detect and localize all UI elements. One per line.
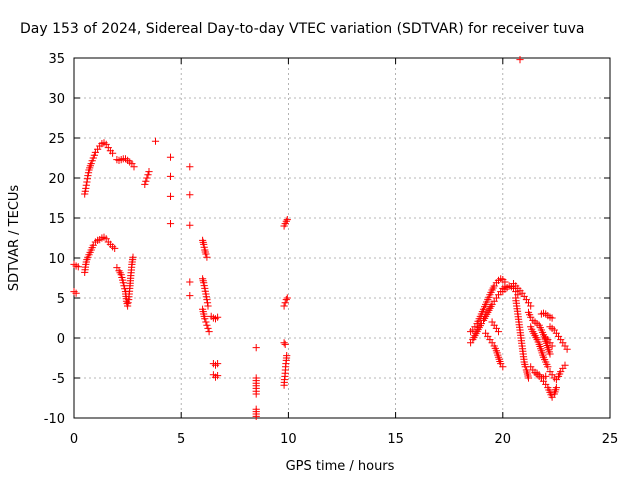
data-point bbox=[214, 372, 222, 380]
data-point bbox=[166, 153, 175, 161]
x-axis-label: GPS time / hours bbox=[286, 459, 395, 474]
data-point bbox=[202, 318, 210, 326]
y-tick-label: -10 bbox=[44, 412, 65, 427]
data-point bbox=[542, 372, 550, 380]
data-point bbox=[186, 292, 194, 300]
x-tick-label: 25 bbox=[602, 432, 619, 447]
y-axis-label: SDTVAR / TECUs bbox=[7, 185, 22, 292]
data-point bbox=[124, 302, 132, 310]
data-point bbox=[186, 221, 194, 229]
data-point bbox=[494, 328, 503, 336]
data-point bbox=[252, 412, 260, 420]
y-tick-label: 10 bbox=[48, 252, 65, 267]
data-point bbox=[129, 253, 137, 261]
data-point bbox=[552, 384, 560, 392]
data-point bbox=[546, 350, 554, 358]
data-point bbox=[82, 181, 90, 189]
data-point bbox=[124, 299, 132, 307]
data-point bbox=[203, 253, 211, 261]
data-point bbox=[203, 321, 211, 329]
x-tick-label: 15 bbox=[387, 432, 404, 447]
data-point bbox=[252, 344, 260, 352]
data-points bbox=[70, 56, 571, 420]
y-tick-label: 30 bbox=[48, 92, 65, 107]
data-point bbox=[252, 390, 260, 398]
data-point bbox=[280, 339, 288, 347]
x-tick-label: 20 bbox=[495, 432, 512, 447]
data-point bbox=[204, 324, 212, 332]
data-point bbox=[548, 342, 556, 350]
data-point bbox=[282, 217, 290, 225]
data-point bbox=[281, 340, 289, 348]
axis-ticks: 0 5 10 15 20 25 -10 -5 0 5 10 15 20 25 30 35 bbox=[44, 52, 619, 447]
data-point bbox=[186, 191, 194, 199]
y-tick-label: -5 bbox=[52, 372, 65, 387]
data-point bbox=[130, 163, 138, 171]
data-point bbox=[281, 299, 289, 307]
data-point bbox=[151, 137, 160, 145]
plot-frame bbox=[73, 57, 611, 419]
data-point bbox=[203, 296, 211, 304]
data-point bbox=[166, 220, 175, 228]
data-point bbox=[74, 263, 82, 271]
data-point bbox=[141, 180, 149, 188]
y-tick-label: 5 bbox=[57, 292, 65, 307]
data-point bbox=[544, 363, 552, 371]
data-point bbox=[143, 174, 151, 182]
data-point bbox=[214, 313, 222, 321]
data-point bbox=[186, 163, 194, 171]
data-point bbox=[561, 361, 569, 369]
data-point bbox=[548, 314, 556, 322]
data-point bbox=[166, 192, 175, 200]
data-point bbox=[186, 278, 194, 286]
data-point bbox=[72, 289, 80, 297]
data-point bbox=[214, 360, 222, 368]
data-point bbox=[145, 168, 153, 176]
data-point bbox=[524, 374, 533, 382]
data-point bbox=[283, 216, 291, 224]
x-tick-label: 5 bbox=[177, 432, 185, 447]
data-point bbox=[563, 345, 571, 353]
data-point bbox=[280, 302, 288, 310]
data-point bbox=[202, 250, 210, 258]
data-point bbox=[144, 171, 152, 179]
data-point bbox=[205, 328, 213, 336]
data-point bbox=[282, 296, 290, 304]
data-point bbox=[166, 172, 175, 180]
y-tick-label: 0 bbox=[57, 332, 65, 347]
data-point bbox=[109, 149, 117, 157]
data-point bbox=[201, 315, 209, 323]
x-tick-label: 10 bbox=[280, 432, 297, 447]
data-point bbox=[527, 302, 535, 310]
data-point bbox=[111, 244, 119, 252]
data-point bbox=[283, 352, 291, 360]
data-point bbox=[499, 363, 507, 371]
chart-title: Day 153 of 2024, Sidereal Day-to-day VTE… bbox=[20, 21, 584, 37]
y-tick-label: 35 bbox=[48, 52, 65, 67]
data-point bbox=[142, 177, 150, 185]
y-tick-label: 15 bbox=[48, 212, 65, 227]
grid bbox=[74, 58, 610, 418]
data-point bbox=[204, 302, 212, 310]
x-tick-label: 0 bbox=[70, 432, 78, 447]
y-tick-label: 25 bbox=[48, 132, 65, 147]
y-tick-label: 20 bbox=[48, 172, 65, 187]
data-point bbox=[516, 56, 524, 64]
data-point bbox=[283, 294, 291, 302]
